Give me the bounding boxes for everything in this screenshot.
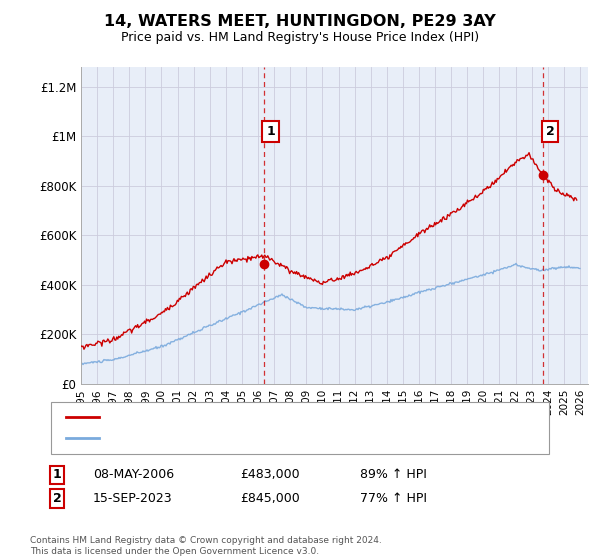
Text: Contains HM Land Registry data © Crown copyright and database right 2024.
This d: Contains HM Land Registry data © Crown c… [30,536,382,556]
Text: 89% ↑ HPI: 89% ↑ HPI [360,468,427,482]
Text: 14, WATERS MEET, HUNTINGDON, PE29 3AY (detached house): 14, WATERS MEET, HUNTINGDON, PE29 3AY (d… [106,412,452,422]
Text: 77% ↑ HPI: 77% ↑ HPI [360,492,427,505]
Text: 1: 1 [266,125,275,138]
Text: Price paid vs. HM Land Registry's House Price Index (HPI): Price paid vs. HM Land Registry's House … [121,31,479,44]
Text: 2: 2 [53,492,61,505]
Text: 1: 1 [53,468,61,482]
Text: 15-SEP-2023: 15-SEP-2023 [93,492,173,505]
Text: £845,000: £845,000 [240,492,300,505]
Text: 08-MAY-2006: 08-MAY-2006 [93,468,174,482]
Text: 14, WATERS MEET, HUNTINGDON, PE29 3AY: 14, WATERS MEET, HUNTINGDON, PE29 3AY [104,14,496,29]
Text: 2: 2 [545,125,554,138]
Text: £483,000: £483,000 [240,468,299,482]
Text: HPI: Average price, detached house, Huntingdonshire: HPI: Average price, detached house, Hunt… [106,433,405,444]
